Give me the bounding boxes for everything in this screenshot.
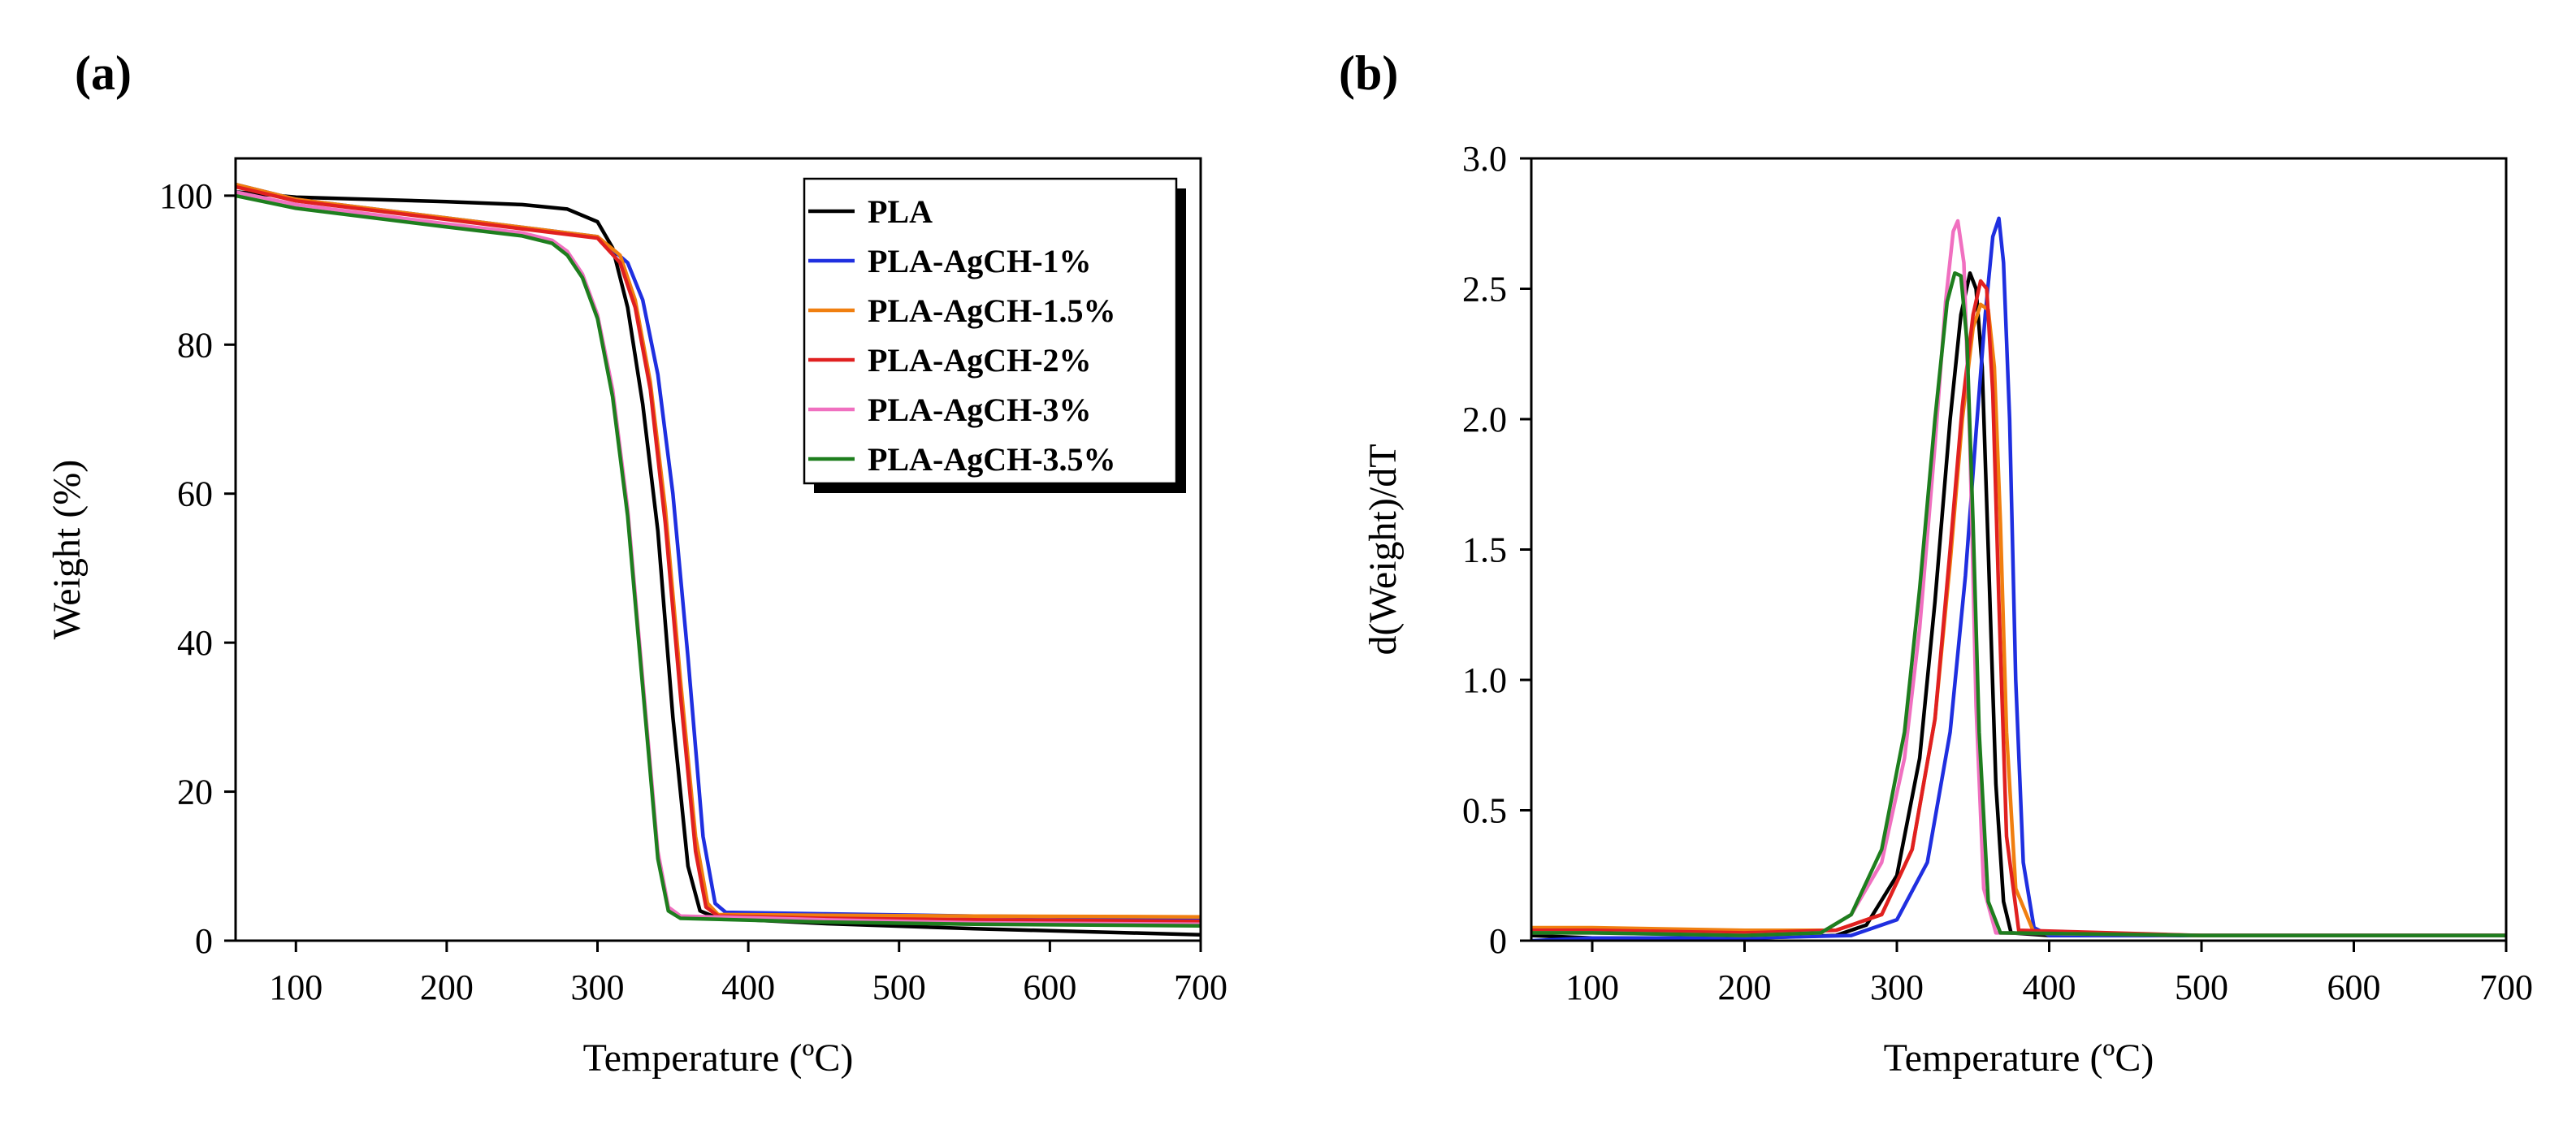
series-line-pla-agch-3-5: [236, 193, 1201, 928]
x-tick-label: 200: [1718, 967, 1772, 1007]
y-tick-label: 20: [177, 773, 213, 812]
x-tick-label: 300: [1870, 967, 1924, 1007]
x-tick-label: 500: [872, 967, 926, 1007]
series-line-pla-agch-1-5: [1531, 302, 2506, 937]
legend-label-pla-agch-3-5: PLA-AgCH-3.5%: [868, 441, 1116, 478]
y-tick-label: 60: [177, 474, 213, 514]
x-tick-label: 700: [2479, 967, 2533, 1007]
legend-label-pla-agch-2: PLA-AgCH-2%: [868, 342, 1092, 379]
x-axis-title: Temperature (ºC): [1884, 1037, 2154, 1080]
x-tick-label: 200: [420, 967, 474, 1007]
legend-box: [803, 177, 1178, 485]
y-tick-label: 0: [1489, 921, 1507, 961]
x-tick-label: 600: [1023, 967, 1076, 1007]
series-line-pla: [1531, 271, 2506, 941]
y-tick-label: 80: [177, 325, 213, 365]
series-group: [1531, 216, 2506, 941]
y-tick-label: 0.5: [1462, 791, 1507, 831]
y-tick-label: 2.0: [1462, 400, 1507, 439]
legend: PLA PLA-AgCH-1% PLA-AgCH-1.5% PLA-AgCH-2% PL…: [803, 177, 1186, 493]
legend-label-pla-agch-3: PLA-AgCH-3%: [868, 392, 1092, 428]
legend-label-pla: PLA: [868, 193, 933, 230]
legend-label-pla-agch-1: PLA-AgCH-1%: [868, 243, 1092, 279]
y-tick-label: 100: [159, 176, 213, 216]
panel-label: (a): [75, 46, 132, 100]
x-axis-title: Temperature (ºC): [583, 1037, 854, 1080]
x-tick-label: 700: [1174, 967, 1227, 1007]
series-line-pla-agch-1: [1531, 216, 2506, 941]
series-line-pla-agch-3: [1531, 219, 2506, 937]
series-line-pla-agch-3-5: [1531, 271, 2506, 937]
plot-frame: [234, 157, 1202, 942]
x-tick-label: 500: [2175, 967, 2228, 1007]
series-line-pla-agch-2: [1531, 279, 2506, 937]
y-axis-title: Weight (%): [45, 460, 89, 639]
x-tick-label: 300: [571, 967, 625, 1007]
y-tick-label: 2.5: [1462, 270, 1507, 309]
panel-label: (b): [1339, 46, 1398, 100]
x-tick-label: 100: [269, 967, 323, 1007]
y-tick-label: 1.5: [1462, 530, 1507, 570]
y-axis-title: d(Weight)/dT: [1362, 444, 1405, 655]
panel-a: (a) 100 200 300 400 500 600 700 0 20 40 60 80 100 Temp…: [45, 46, 1227, 1080]
y-tick-label: 3.0: [1462, 139, 1507, 179]
x-tick-label: 600: [2327, 967, 2381, 1007]
panel-b: (b) 100 200 300 400 500 600 700 0 0.5 1.0 1.5 2.0 2.5…: [1339, 46, 2533, 1080]
series-group: [236, 182, 1201, 937]
x-tick-label: 400: [2023, 967, 2076, 1007]
plot-frame: [1530, 157, 2508, 942]
y-tick-label: 0: [195, 921, 213, 961]
y-tick-label: 1.0: [1462, 660, 1507, 700]
x-tick-label: 400: [721, 967, 775, 1007]
legend-label-pla-agch-1-5: PLA-AgCH-1.5%: [868, 292, 1116, 329]
y-tick-label: 40: [177, 623, 213, 663]
x-tick-label: 100: [1565, 967, 1619, 1007]
